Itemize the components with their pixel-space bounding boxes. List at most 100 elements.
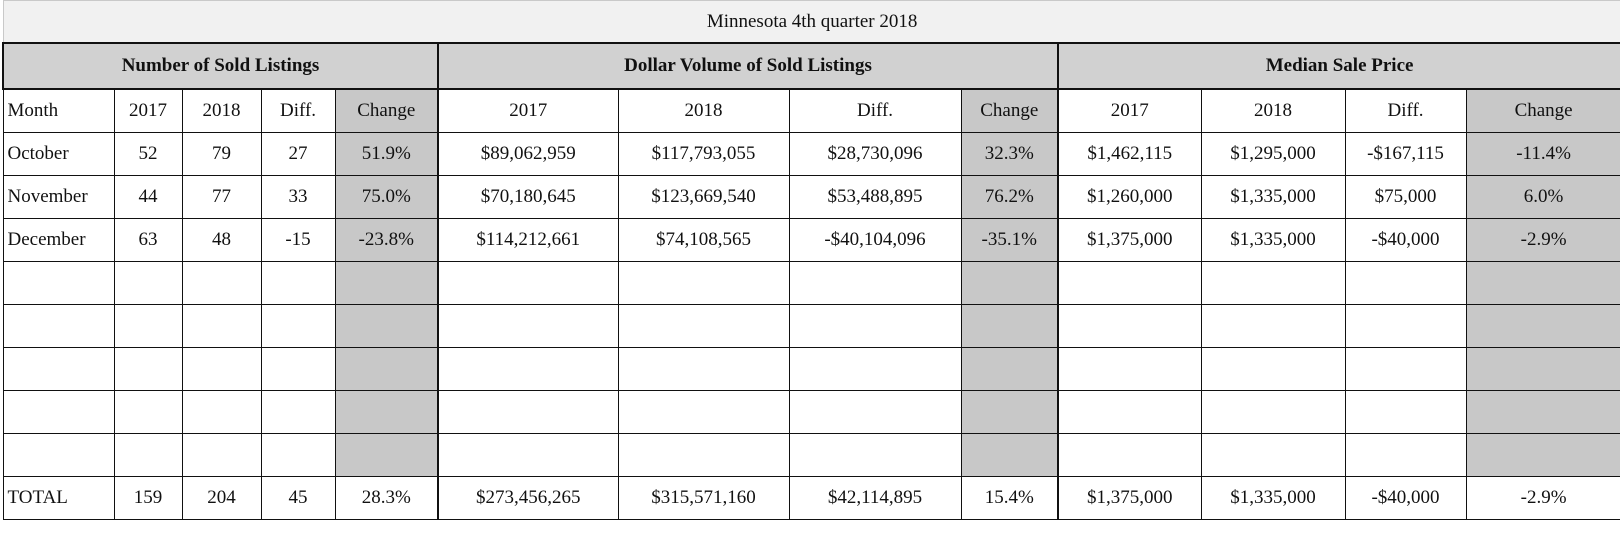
table-cell: $1,375,000 <box>1057 476 1202 520</box>
table-cell <box>260 347 336 391</box>
table-cell: $1,260,000 <box>1057 175 1202 219</box>
table-row <box>2 347 1620 391</box>
column-header: Diff. <box>1344 88 1467 133</box>
table-cell <box>1200 390 1346 434</box>
table-cell <box>617 433 790 477</box>
sales-table: Minnesota 4th quarter 2018 Number of Sol… <box>2 0 1620 520</box>
table-cell <box>1057 261 1202 305</box>
table-cell: -$167,115 <box>1344 132 1467 176</box>
table-cell <box>960 433 1059 477</box>
table-cell <box>334 390 439 434</box>
column-header: 2018 <box>181 88 262 133</box>
table-cell: $1,462,115 <box>1057 132 1202 176</box>
table-cell <box>437 261 619 305</box>
table-cell <box>260 304 336 348</box>
column-header: Change <box>334 88 439 133</box>
table-cell <box>437 304 619 348</box>
table-cell <box>2 347 115 391</box>
table-row: November 44 77 33 75.0% $70,180,645 $123,669,5… <box>2 175 1620 219</box>
table-cell <box>1200 261 1346 305</box>
table-cell <box>2 304 115 348</box>
table-cell <box>1200 304 1346 348</box>
table-cell <box>617 261 790 305</box>
table-cell: $70,180,645 <box>437 175 619 219</box>
table-cell <box>1344 304 1467 348</box>
table-cell: -2.9% <box>1465 218 1620 262</box>
table-cell: 75.0% <box>334 175 439 219</box>
table-cell <box>437 433 619 477</box>
title-row: Minnesota 4th quarter 2018 <box>2 0 1620 44</box>
table-cell: 159 <box>113 476 183 520</box>
table-cell <box>1344 433 1467 477</box>
table-cell: -15 <box>260 218 336 262</box>
table-cell <box>1200 433 1346 477</box>
table-cell: $315,571,160 <box>617 476 790 520</box>
table-cell <box>1344 261 1467 305</box>
table-cell: 51.9% <box>334 132 439 176</box>
table-cell: -35.1% <box>960 218 1059 262</box>
table-cell: -23.8% <box>334 218 439 262</box>
table-cell <box>181 433 262 477</box>
table-cell: $1,335,000 <box>1200 218 1346 262</box>
table-cell: -$40,104,096 <box>788 218 962 262</box>
table-row <box>2 390 1620 434</box>
table-cell: $1,375,000 <box>1057 218 1202 262</box>
table-cell <box>1057 433 1202 477</box>
table-cell: $28,730,096 <box>788 132 962 176</box>
table-cell <box>181 261 262 305</box>
table-row <box>2 304 1620 348</box>
table-cell <box>113 347 183 391</box>
table-cell: 204 <box>181 476 262 520</box>
table-cell: 63 <box>113 218 183 262</box>
table-cell <box>1057 347 1202 391</box>
table-cell: $74,108,565 <box>617 218 790 262</box>
column-header: 2018 <box>1200 88 1346 133</box>
table-cell: 52 <box>113 132 183 176</box>
table-cell: $1,295,000 <box>1200 132 1346 176</box>
table-cell <box>788 261 962 305</box>
table-cell: $75,000 <box>1344 175 1467 219</box>
table-cell: 15.4% <box>960 476 1059 520</box>
table-cell: $53,488,895 <box>788 175 962 219</box>
table-cell <box>334 347 439 391</box>
column-header-row: Month 2017 2018 Diff. Change 2017 2018 Diff. Cha… <box>2 88 1620 133</box>
column-header: 2017 <box>1057 88 1202 133</box>
table-cell <box>260 433 336 477</box>
table-cell <box>960 347 1059 391</box>
table-cell: December <box>2 218 115 262</box>
table-cell: 33 <box>260 175 336 219</box>
table-cell <box>960 261 1059 305</box>
group-header-median-price: Median Sale Price <box>1056 42 1620 90</box>
table-row <box>2 433 1620 477</box>
table-row: October 52 79 27 51.9% $89,062,959 $117,793,05… <box>2 132 1620 176</box>
table-cell: -$40,000 <box>1344 218 1467 262</box>
report-title: Minnesota 4th quarter 2018 <box>2 0 1620 44</box>
column-header: Change <box>960 88 1059 133</box>
table-cell <box>1465 304 1620 348</box>
table-row <box>2 261 1620 305</box>
table-cell: $42,114,895 <box>788 476 962 520</box>
table-cell <box>1200 347 1346 391</box>
table-cell: 45 <box>260 476 336 520</box>
table-cell: $114,212,661 <box>437 218 619 262</box>
table-cell <box>788 433 962 477</box>
table-cell <box>1465 433 1620 477</box>
table-cell: -2.9% <box>1465 476 1620 520</box>
table-cell <box>437 347 619 391</box>
table-cell: $1,335,000 <box>1200 476 1346 520</box>
column-header: 2017 <box>113 88 183 133</box>
table-cell <box>1057 304 1202 348</box>
table-cell <box>788 347 962 391</box>
table-cell <box>260 390 336 434</box>
table-cell <box>617 390 790 434</box>
total-row: TOTAL 159 204 45 28.3% $273,456,265 $315,571,1… <box>2 476 1620 520</box>
column-header: Change <box>1465 88 1620 133</box>
table-cell <box>788 390 962 434</box>
table-cell <box>437 390 619 434</box>
table-cell <box>113 433 183 477</box>
table-cell <box>181 390 262 434</box>
table-cell: $123,669,540 <box>617 175 790 219</box>
table-cell <box>1057 390 1202 434</box>
table-cell: 27 <box>260 132 336 176</box>
table-cell <box>617 347 790 391</box>
